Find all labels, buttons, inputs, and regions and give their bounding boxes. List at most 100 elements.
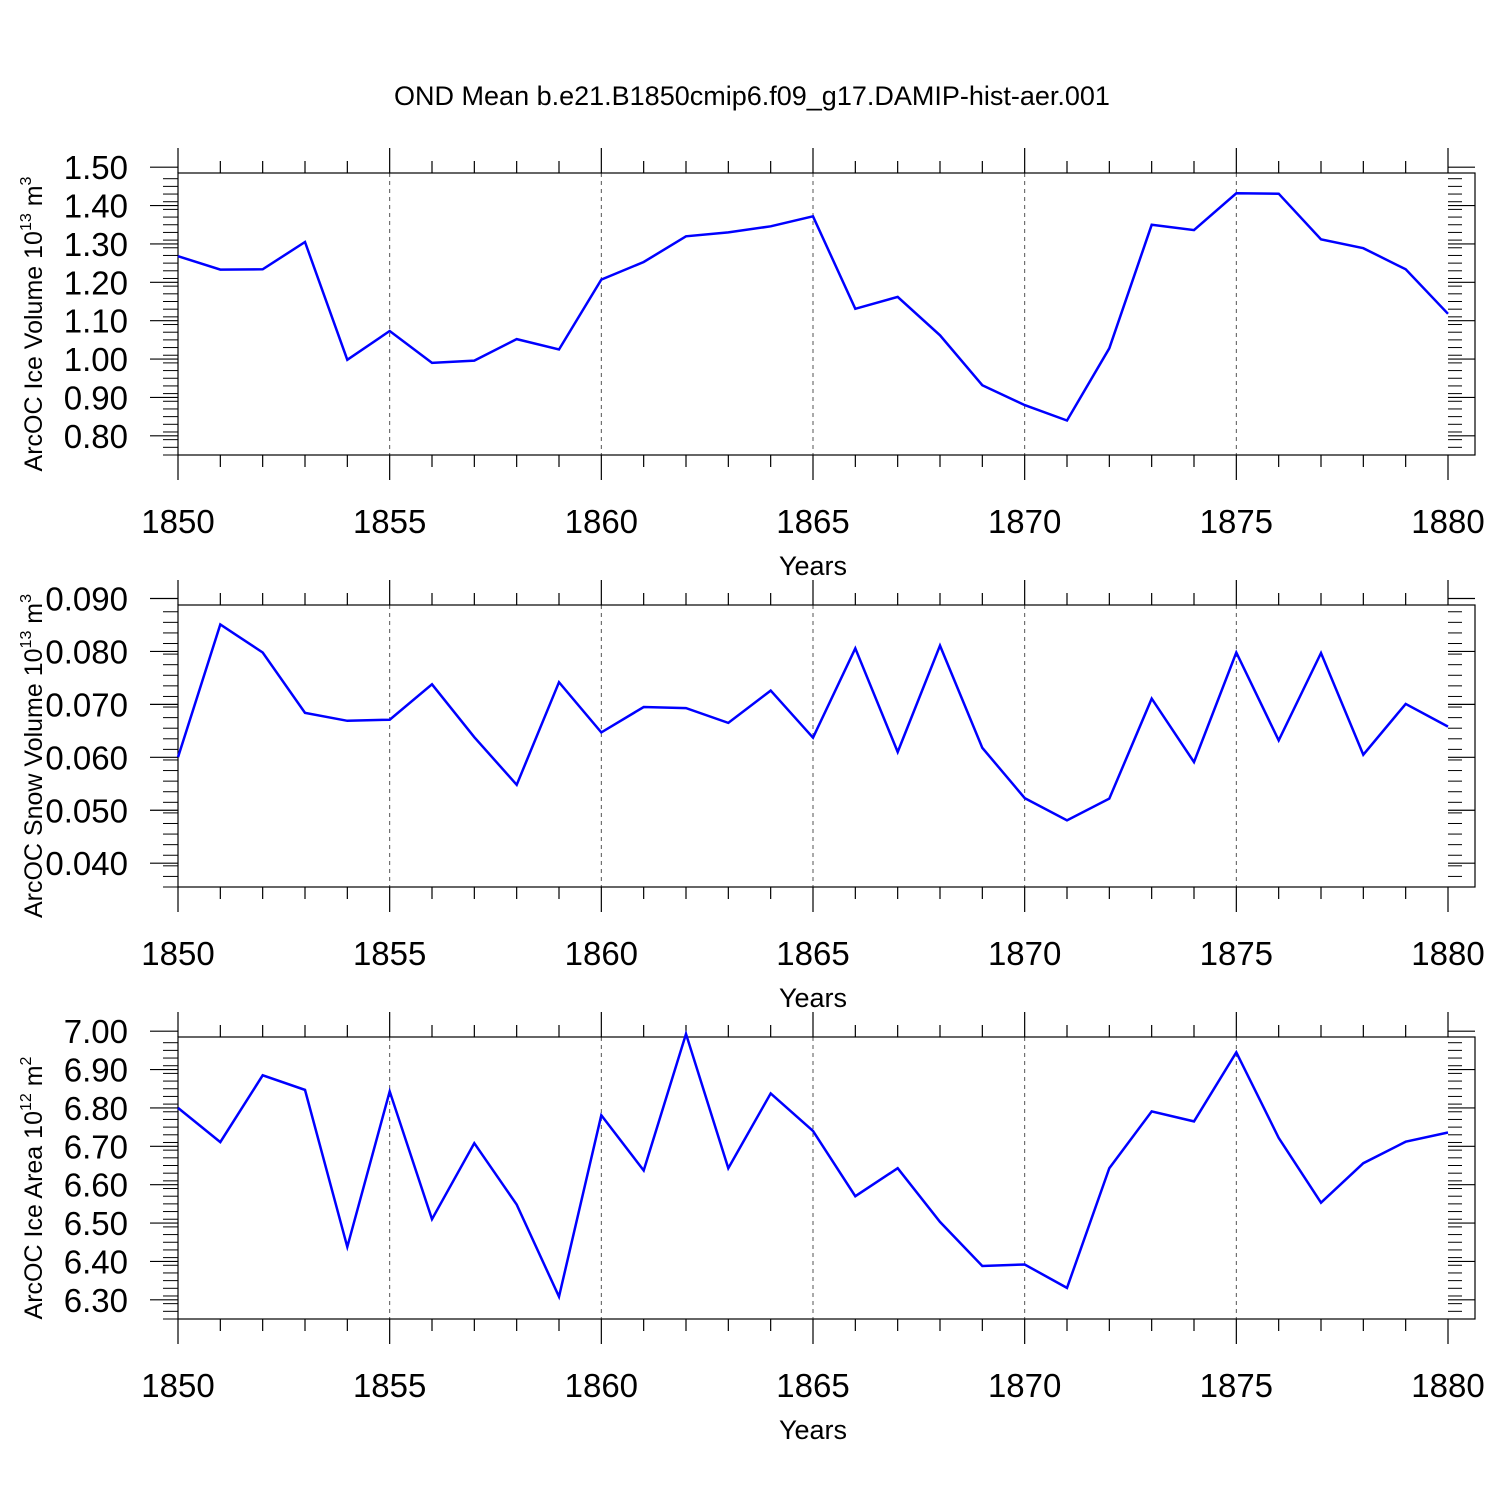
data-point xyxy=(345,1245,349,1249)
x-tick-label: 1860 xyxy=(565,503,638,540)
data-point xyxy=(1319,1201,1323,1205)
data-point xyxy=(980,746,984,750)
data-point xyxy=(1319,651,1323,655)
data-point xyxy=(557,1295,561,1299)
data-point xyxy=(176,254,180,258)
data-point xyxy=(430,1217,434,1221)
data-point xyxy=(769,1091,773,1095)
y-tick-label: 0.90 xyxy=(64,379,128,416)
y-tick-label: 6.40 xyxy=(64,1243,128,1280)
data-point xyxy=(1107,346,1111,350)
data-point xyxy=(303,711,307,715)
panel-snow-volume: 0.040 0.050 0.060 0.070 0.080 0.090 1850 1855 18… xyxy=(18,580,1485,1013)
y-tick-label: 0.060 xyxy=(45,739,128,776)
data-point xyxy=(1404,1140,1408,1144)
data-point xyxy=(853,1194,857,1198)
data-point xyxy=(176,755,180,759)
data-point xyxy=(1446,312,1450,316)
data-point xyxy=(599,1113,603,1117)
data-point xyxy=(1319,237,1323,241)
data-point xyxy=(896,750,900,754)
data-point xyxy=(1023,796,1027,800)
y-tick-label: 6.50 xyxy=(64,1205,128,1242)
y-tick-label: 0.080 xyxy=(45,633,128,670)
data-point xyxy=(1361,753,1365,757)
x-tick-label: 1865 xyxy=(776,1367,849,1404)
y-tick-label: 1.20 xyxy=(64,264,128,301)
chart-title: OND Mean b.e21.B1850cmip6.f09_g17.DAMIP-… xyxy=(394,81,1110,111)
data-point xyxy=(684,706,688,710)
x-tick-label: 1850 xyxy=(141,1367,214,1404)
data-point xyxy=(261,1073,265,1077)
x-axis-label: Years xyxy=(779,983,847,1013)
data-point xyxy=(769,689,773,693)
panel-ice-volume: 0.800.901.001.101.201.301.401.50 1850 1855… xyxy=(18,148,1485,581)
y-tick-label: 0.80 xyxy=(64,418,128,455)
data-point xyxy=(303,1088,307,1092)
data-point xyxy=(1192,228,1196,232)
data-point xyxy=(938,1220,942,1224)
y-tick-label: 6.80 xyxy=(64,1090,128,1127)
data-point xyxy=(1065,418,1069,422)
x-axis-label: Years xyxy=(779,1415,847,1445)
y-tick-label: 0.090 xyxy=(45,581,128,618)
data-point xyxy=(1192,1119,1196,1123)
data-point xyxy=(980,1264,984,1268)
x-tick-label: 1870 xyxy=(988,1367,1061,1404)
y-tick-label: 7.00 xyxy=(64,1013,128,1050)
data-point xyxy=(642,1168,646,1172)
data-point xyxy=(1446,725,1450,729)
x-tick-label: 1860 xyxy=(565,935,638,972)
y-tick-label: 0.040 xyxy=(45,845,128,882)
data-point xyxy=(599,730,603,734)
data-point xyxy=(769,224,773,228)
y-tick-label: 6.90 xyxy=(64,1052,128,1089)
data-point xyxy=(684,1032,688,1036)
data-point xyxy=(1234,1050,1238,1054)
y-axis-label: ArcOC Ice Area 1012 m2 xyxy=(18,1056,48,1319)
data-point xyxy=(1277,1136,1281,1140)
data-point xyxy=(388,718,392,722)
data-point xyxy=(303,240,307,244)
y-tick-label: 1.50 xyxy=(64,149,128,186)
data-point xyxy=(1404,267,1408,271)
data-point xyxy=(980,383,984,387)
y-axis-label: ArcOC Ice Volume 1013 m3 xyxy=(18,176,48,471)
data-point xyxy=(472,735,476,739)
data-point xyxy=(1023,1263,1027,1267)
panel-ice-area: 6.306.406.506.606.706.806.907.00 1850 1855… xyxy=(18,1012,1485,1445)
data-point xyxy=(1023,403,1027,407)
data-point xyxy=(1404,702,1408,706)
data-point xyxy=(896,1166,900,1170)
data-point xyxy=(811,214,815,218)
x-tick-label: 1880 xyxy=(1411,1367,1484,1404)
x-tick-label: 1855 xyxy=(353,1367,426,1404)
plot-frame xyxy=(177,1036,1476,1320)
data-point xyxy=(1150,223,1154,227)
data-point xyxy=(472,1141,476,1145)
data-point xyxy=(1277,192,1281,196)
y-tick-label: 0.050 xyxy=(45,792,128,829)
y-tick-label: 0.070 xyxy=(45,686,128,723)
data-point xyxy=(811,1129,815,1133)
data-point xyxy=(938,644,942,648)
x-tick-label: 1855 xyxy=(353,935,426,972)
data-point xyxy=(642,260,646,264)
x-tick-label: 1865 xyxy=(776,935,849,972)
data-point xyxy=(726,721,730,725)
data-point xyxy=(261,651,265,655)
series-line-snow-volume xyxy=(176,622,1449,822)
y-tick-label: 1.00 xyxy=(64,341,128,378)
data-point xyxy=(430,361,434,365)
data-point xyxy=(1277,738,1281,742)
data-point xyxy=(557,680,561,684)
x-tick-label: 1855 xyxy=(353,503,426,540)
data-point xyxy=(472,359,476,363)
data-point xyxy=(1361,1161,1365,1165)
panels: 0.800.901.001.101.201.301.401.50 1850 1855… xyxy=(18,148,1485,1445)
data-point xyxy=(176,1106,180,1110)
x-tick-label: 1850 xyxy=(141,503,214,540)
x-tick-label: 1875 xyxy=(1200,503,1273,540)
data-point xyxy=(388,329,392,333)
